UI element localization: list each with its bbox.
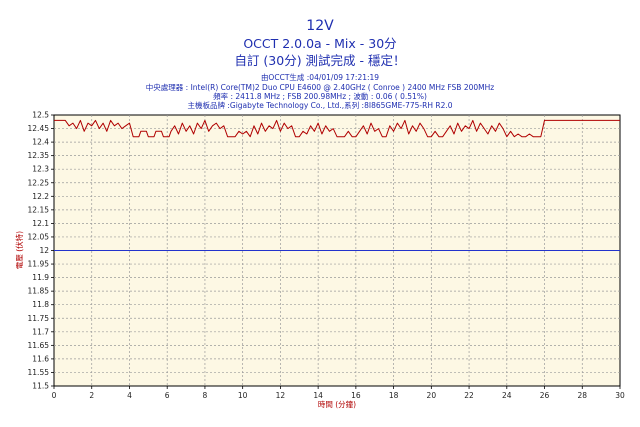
- y-tick-label: 12.1: [32, 219, 49, 228]
- y-tick-label: 12: [39, 246, 49, 255]
- x-tick-label: 24: [502, 391, 512, 400]
- y-tick-label: 11.8: [32, 300, 49, 309]
- y-tick-label: 12.3: [32, 165, 49, 174]
- series-group: [54, 119, 620, 251]
- status-text: 自訂 (30分) 測試完成 - 穩定！: [234, 53, 405, 68]
- info-generated: 由OCCT生成 :04/01/09 17:21:19: [261, 72, 379, 82]
- y-tick-label: 12.15: [28, 205, 50, 214]
- x-tick-label: 0: [52, 391, 57, 400]
- y-tick-label: 12.5: [32, 111, 49, 120]
- x-tick-label: 22: [464, 391, 474, 400]
- y-tick-labels: 12.5 12.45 12.4 12.35 12.3 12.25 12.2 12.15 12.1…: [28, 111, 54, 391]
- x-tick-label: 18: [389, 391, 399, 400]
- x-tick-label: 2: [89, 391, 94, 400]
- x-tick-label: 28: [577, 391, 587, 400]
- x-tick-label: 30: [615, 391, 625, 400]
- y-tick-label: 11.65: [28, 341, 50, 350]
- y-tick-label: 11.75: [28, 314, 50, 323]
- info-freq: 頻率 : 2411.8 MHz ; FSB 200.98MHz ; 波動 : 0…: [213, 91, 427, 101]
- x-tick-label: 16: [351, 391, 361, 400]
- y-axis-label: 電壓 (伏特): [14, 231, 24, 269]
- y-tick-label: 12.4: [32, 138, 49, 147]
- y-tick-label: 12.2: [32, 192, 49, 201]
- x-tick-label: 12: [276, 391, 286, 400]
- x-tick-label: 20: [427, 391, 437, 400]
- y-tick-label: 11.55: [28, 368, 50, 377]
- y-tick-label: 12.25: [28, 178, 50, 187]
- plot-area: 12.5 12.45 12.4 12.35 12.3 12.25 12.2 12.15 12.1…: [28, 111, 625, 401]
- x-tick-label: 6: [165, 391, 170, 400]
- x-tick-label: 14: [313, 391, 323, 400]
- y-tick-label: 11.95: [28, 260, 50, 269]
- x-tick-labels: 0 2 4 6 8 10 12 14 16 18 20 22 24 26 28 30: [52, 386, 625, 400]
- info-board: 主機板品牌 :Gigabyte Technology Co., Ltd.,系列 …: [187, 100, 452, 110]
- x-tick-label: 4: [127, 391, 132, 400]
- y-tick-label: 11.5: [32, 382, 49, 391]
- y-tick-label: 12.05: [28, 232, 50, 241]
- x-tick-label: 8: [203, 391, 208, 400]
- info-cpu: 中央處理器 : Intel(R) Core(TM)2 Duo CPU E4600…: [146, 82, 494, 92]
- y-tick-label: 11.6: [32, 354, 49, 363]
- y-tick-label: 12.35: [28, 151, 50, 160]
- y-tick-label: 11.9: [32, 273, 49, 282]
- x-tick-label: 26: [540, 391, 550, 400]
- chart-subtitle: OCCT 2.0.0a - Mix - 30分: [243, 36, 396, 51]
- y-tick-label: 11.85: [28, 287, 50, 296]
- x-tick-label: 10: [238, 391, 248, 400]
- x-axis-label: 時間 (分鐘): [318, 399, 356, 409]
- grid-lines: [54, 115, 620, 386]
- chart-title: 12V: [306, 18, 334, 34]
- series-line-0: [54, 119, 620, 138]
- y-tick-label: 12.45: [28, 124, 50, 133]
- y-tick-label: 11.7: [32, 327, 49, 336]
